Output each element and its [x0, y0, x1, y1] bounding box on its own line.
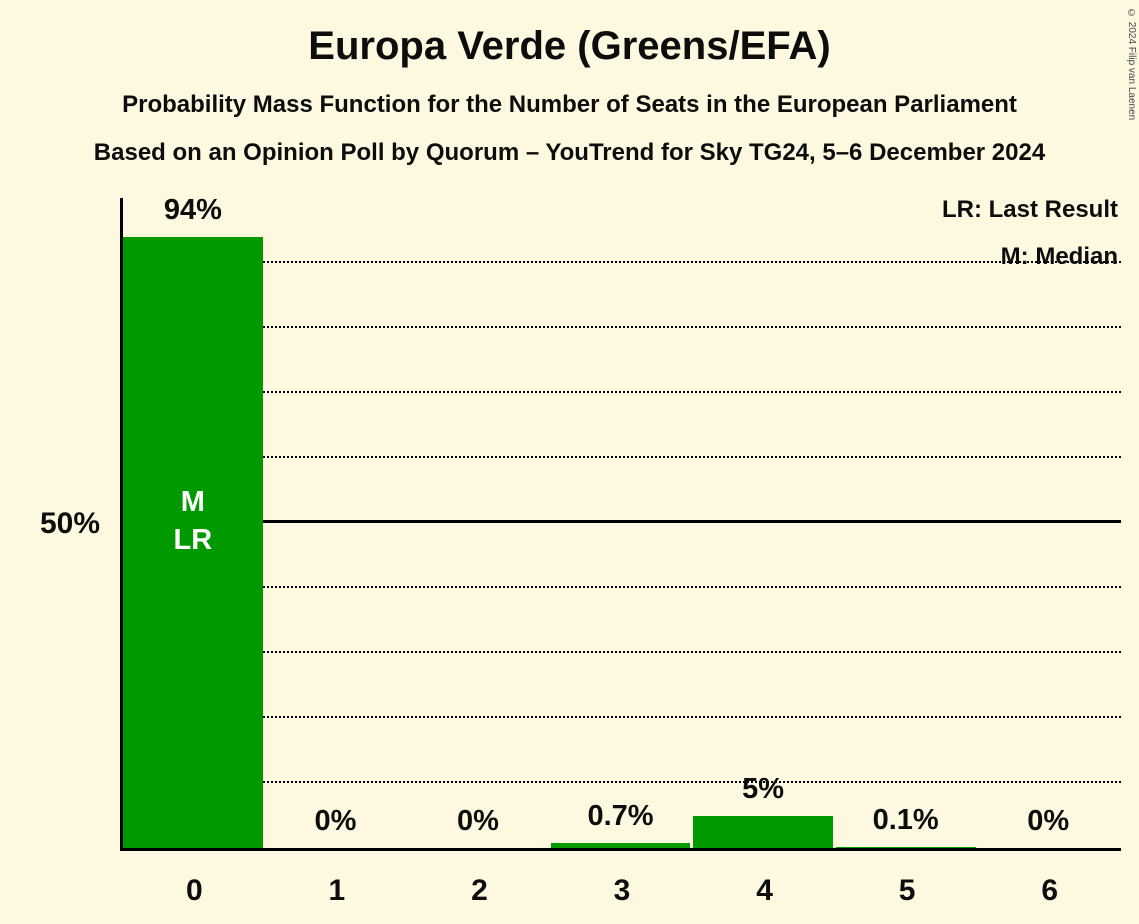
- chart-title: Europa Verde (Greens/EFA): [308, 24, 831, 68]
- bars-container: 94% 0 M LR 0% 1 0% 2 0.7% 3 5% 4 0.1% 5 0% 6: [123, 194, 1121, 907]
- value-label-3: 0.7%: [587, 800, 654, 833]
- value-label-5: 0.1%: [872, 804, 939, 837]
- gridline-30: [123, 651, 1121, 653]
- bar-slot-3: 0.7% 3: [550, 198, 694, 907]
- gridline-solid-50: [123, 520, 1121, 523]
- gridline-90: [123, 261, 1121, 263]
- value-label-0: 94%: [163, 194, 222, 226]
- legend: LR: Last Result M: Median: [942, 186, 1118, 280]
- gridline-60: [123, 456, 1121, 458]
- value-label-1: 0%: [314, 805, 357, 837]
- bar-seats-0: [123, 237, 263, 848]
- x-tick-label-3: 3: [613, 874, 631, 907]
- x-tick-label-4: 4: [756, 874, 773, 907]
- value-label-2: 0%: [457, 805, 499, 837]
- bar-annotation-median-last-result: M LR: [173, 485, 213, 556]
- x-tick-label-2: 2: [471, 874, 488, 907]
- bar-seats-4: [693, 815, 833, 848]
- value-label-4: 5%: [742, 772, 785, 805]
- y-axis-label: 50%: [39, 507, 100, 541]
- plot-area: 94% 0 M LR 0% 1 0% 2 0.7% 3 5% 4 0.1% 5 0% 6 50%: [40, 194, 1121, 907]
- bar-seats-5: [835, 847, 976, 848]
- x-tick-label-5: 5: [898, 874, 916, 907]
- copyright-notice: © 2024 Filip van Laenen: [1126, 8, 1137, 121]
- bar-slot-6: 0% 6: [978, 198, 1121, 907]
- chart-source-line: Based on an Opinion Poll by Quorum – You…: [93, 139, 1046, 166]
- bar-seats-3: [550, 843, 691, 848]
- bar-slot-2: 0% 2: [408, 198, 551, 907]
- gridline-70: [123, 391, 1121, 393]
- bar-slot-4: 5% 4: [693, 198, 836, 907]
- legend-last-result: LR: Last Result: [941, 196, 1118, 223]
- gridline-10: [123, 781, 1121, 783]
- bar-slot-5: 0.1% 5: [835, 198, 979, 907]
- chart-subtitle: Probability Mass Function for the Number…: [122, 91, 1017, 118]
- value-label-6: 0%: [1027, 805, 1070, 837]
- x-tick-label-0: 0: [185, 874, 203, 907]
- gridline-40: [123, 586, 1121, 588]
- gridline-80: [123, 326, 1121, 328]
- gridline-20: [123, 716, 1121, 718]
- bar-slot-0: 94% 0 M LR: [123, 194, 266, 907]
- x-tick-label-1: 1: [328, 874, 346, 907]
- x-tick-label-6: 6: [1041, 874, 1058, 907]
- legend-median: M: Median: [1000, 243, 1118, 270]
- bar-slot-1: 0% 1: [266, 198, 409, 907]
